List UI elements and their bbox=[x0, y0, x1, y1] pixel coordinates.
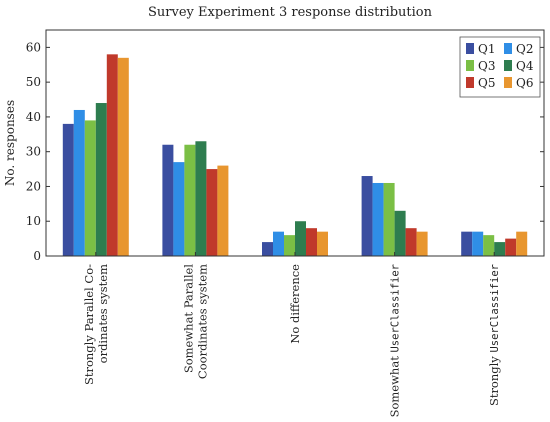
x-category-label: ordinates system bbox=[96, 264, 110, 363]
x-category-label: Coordinates system bbox=[195, 264, 209, 379]
bar bbox=[361, 176, 373, 256]
bar bbox=[505, 238, 517, 256]
bar bbox=[461, 231, 473, 256]
bar bbox=[117, 57, 129, 256]
x-category-label-code: UserClassifier bbox=[390, 264, 402, 353]
legend-label: Q6 bbox=[516, 76, 533, 90]
x-category-label-text: Strongly bbox=[487, 353, 501, 407]
bar bbox=[206, 169, 218, 256]
bar bbox=[217, 165, 229, 256]
x-category-label-text: Somewhat bbox=[388, 353, 402, 418]
bar bbox=[73, 109, 85, 256]
x-category-label: Strongly Parallel Co- bbox=[82, 264, 96, 385]
bar bbox=[195, 141, 207, 256]
x-category-label-text: Somewhat Parallel bbox=[181, 264, 195, 373]
bar bbox=[106, 54, 118, 257]
bar bbox=[416, 231, 428, 256]
bar bbox=[405, 228, 417, 256]
bar bbox=[95, 103, 107, 257]
legend-swatch bbox=[504, 77, 512, 88]
legend-swatch bbox=[504, 43, 512, 54]
y-axis-label: No. responses bbox=[3, 100, 17, 186]
legend-swatch bbox=[466, 77, 474, 88]
bar bbox=[184, 144, 196, 256]
bar bbox=[273, 231, 284, 256]
x-category-label: No difference bbox=[288, 264, 302, 344]
bar bbox=[472, 231, 484, 256]
bar bbox=[516, 231, 528, 256]
bar bbox=[173, 162, 185, 256]
legend-label: Q4 bbox=[516, 59, 534, 73]
bar bbox=[262, 242, 273, 256]
x-category-label: Somewhat UserClassifier bbox=[388, 264, 402, 417]
x-labels-group: Strongly Parallel Co-ordinates system Som… bbox=[82, 264, 501, 418]
bar bbox=[295, 221, 306, 256]
y-tick-label: 40 bbox=[26, 110, 41, 124]
y-tick-label: 30 bbox=[26, 145, 41, 159]
bar bbox=[494, 242, 506, 256]
legend-label: Q3 bbox=[478, 59, 495, 73]
x-category-label-text: No difference bbox=[288, 264, 302, 344]
x-category-label-text: Coordinates system bbox=[195, 264, 209, 379]
bar bbox=[84, 120, 96, 257]
bar bbox=[306, 228, 317, 256]
legend-label: Q1 bbox=[478, 42, 495, 56]
chart-title: Survey Experiment 3 response distributio… bbox=[148, 5, 433, 20]
legend-swatch bbox=[504, 60, 512, 71]
bar bbox=[62, 123, 74, 256]
legend: Q1 Q2 Q3 Q4 Q5 Q6 bbox=[459, 36, 541, 98]
y-tick-label: 60 bbox=[26, 40, 41, 54]
bar bbox=[162, 144, 174, 256]
x-category-label-code: UserClassifier bbox=[489, 264, 501, 353]
y-tick-label: 50 bbox=[26, 75, 41, 89]
bar bbox=[317, 231, 328, 256]
bar bbox=[372, 182, 384, 256]
y-tick-label: 10 bbox=[26, 214, 41, 228]
legend-swatch bbox=[466, 60, 474, 71]
legend-label: Q2 bbox=[516, 42, 533, 56]
x-category-label: Somewhat Parallel bbox=[181, 264, 195, 373]
bar bbox=[284, 235, 295, 256]
y-ticks-group: 0 10 20 30 40 50 60 bbox=[26, 40, 544, 263]
x-category-label-text: Strongly Parallel Co- bbox=[82, 264, 96, 385]
y-tick-label: 0 bbox=[33, 249, 41, 263]
y-tick-label: 20 bbox=[26, 179, 41, 193]
bars-group bbox=[62, 54, 528, 257]
x-category-label: Strongly UserClassifier bbox=[487, 264, 501, 406]
bar bbox=[483, 235, 495, 256]
legend-label: Q5 bbox=[478, 76, 495, 90]
bar bbox=[383, 182, 395, 256]
x-category-label-text: ordinates system bbox=[96, 264, 110, 363]
legend-swatch bbox=[466, 43, 474, 54]
bar bbox=[394, 210, 406, 256]
